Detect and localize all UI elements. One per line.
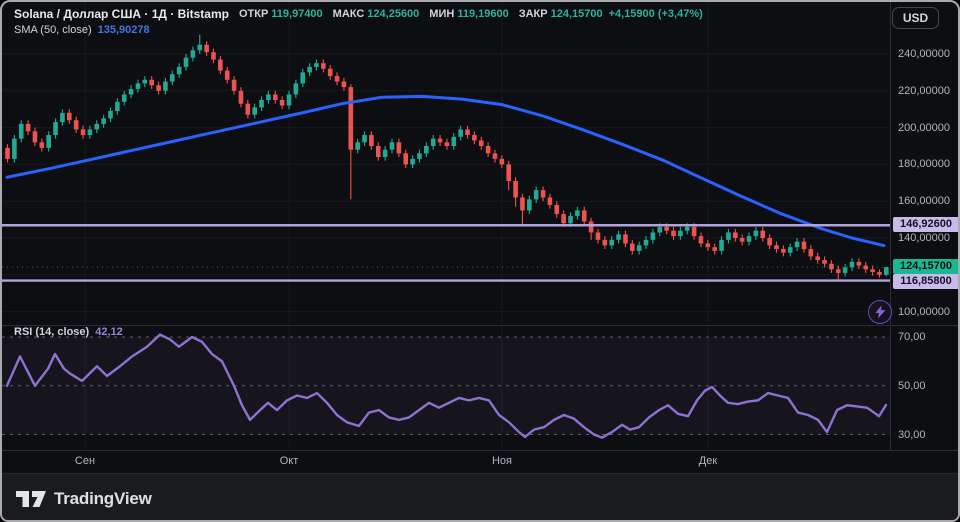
chart-legend: Solana / Доллар США · 1Д · Bitstamp ОТКР… bbox=[14, 7, 703, 36]
symbol-row: Solana / Доллар США · 1Д · Bitstamp ОТКР… bbox=[14, 7, 703, 21]
close-value: 124,15700 bbox=[550, 8, 603, 20]
change-value: +4,15900 (+3,47%) bbox=[608, 8, 703, 20]
price-tick: 140,00000 bbox=[898, 232, 950, 244]
rsi-label-text: RSI (14, close) bbox=[14, 326, 90, 338]
tradingview-logo[interactable]: TradingView bbox=[16, 489, 152, 509]
time-axis[interactable]: Сен Окт Ноя Дек bbox=[2, 450, 958, 473]
close-label: ЗАКР bbox=[518, 8, 548, 20]
price-tick: 220,00000 bbox=[898, 84, 950, 97]
rsi-indicator-label[interactable]: RSI (14, close) 42,12 bbox=[14, 326, 123, 338]
price-tick: 160,00000 bbox=[898, 195, 950, 208]
rsi-tick: 50,00 bbox=[898, 379, 926, 392]
lightning-alert-button[interactable] bbox=[868, 300, 892, 324]
price-axis[interactable]: 240,00000 220,00000 200,00000 180,00000 160,… bbox=[890, 2, 958, 450]
open-label: ОТКР bbox=[238, 8, 269, 20]
month-tick: Сен bbox=[74, 455, 96, 467]
resistance-price-tag: 146,92600 bbox=[893, 217, 958, 233]
month-tick: Ноя bbox=[491, 455, 513, 467]
price-tick: 240,00000 bbox=[898, 48, 950, 60]
sma-row: SMA (50, close) 135,90278 bbox=[14, 24, 703, 36]
tradingview-logo-icon bbox=[16, 490, 46, 507]
rsi-axis-labels: 70,00 50,00 30,00 bbox=[890, 2, 958, 450]
month-tick: Дек bbox=[698, 455, 718, 467]
rsi-tick: 30,00 bbox=[898, 428, 926, 441]
support-price-tag: 116,85800 bbox=[893, 274, 958, 290]
sma-indicator-label[interactable]: SMA (50, close) bbox=[14, 24, 92, 36]
price-tick: 200,00000 bbox=[898, 121, 950, 134]
low-label: МИН bbox=[429, 8, 455, 20]
currency-toggle-button[interactable]: USD bbox=[892, 7, 939, 29]
lightning-icon bbox=[874, 305, 886, 319]
high-label: МАКС bbox=[332, 8, 365, 20]
price-tick: 100,00000 bbox=[898, 305, 950, 318]
rsi-value: 42,12 bbox=[95, 326, 123, 338]
low-value: 119,19600 bbox=[457, 8, 509, 20]
open-value: 119,97400 bbox=[271, 8, 323, 20]
tradingview-logo-text: TradingView bbox=[54, 488, 152, 508]
current-price-tag: 124,15700 bbox=[893, 259, 958, 275]
month-tick: Окт bbox=[279, 455, 299, 467]
symbol-title[interactable]: Solana / Доллар США · 1Д · Bitstamp bbox=[14, 7, 229, 21]
rsi-tick: 70,00 bbox=[898, 331, 926, 343]
price-tick: 180,00000 bbox=[898, 158, 950, 171]
sma-value: 135,90278 bbox=[97, 24, 150, 36]
footer-bar: TradingView bbox=[2, 473, 958, 520]
high-value: 124,25600 bbox=[367, 8, 420, 20]
